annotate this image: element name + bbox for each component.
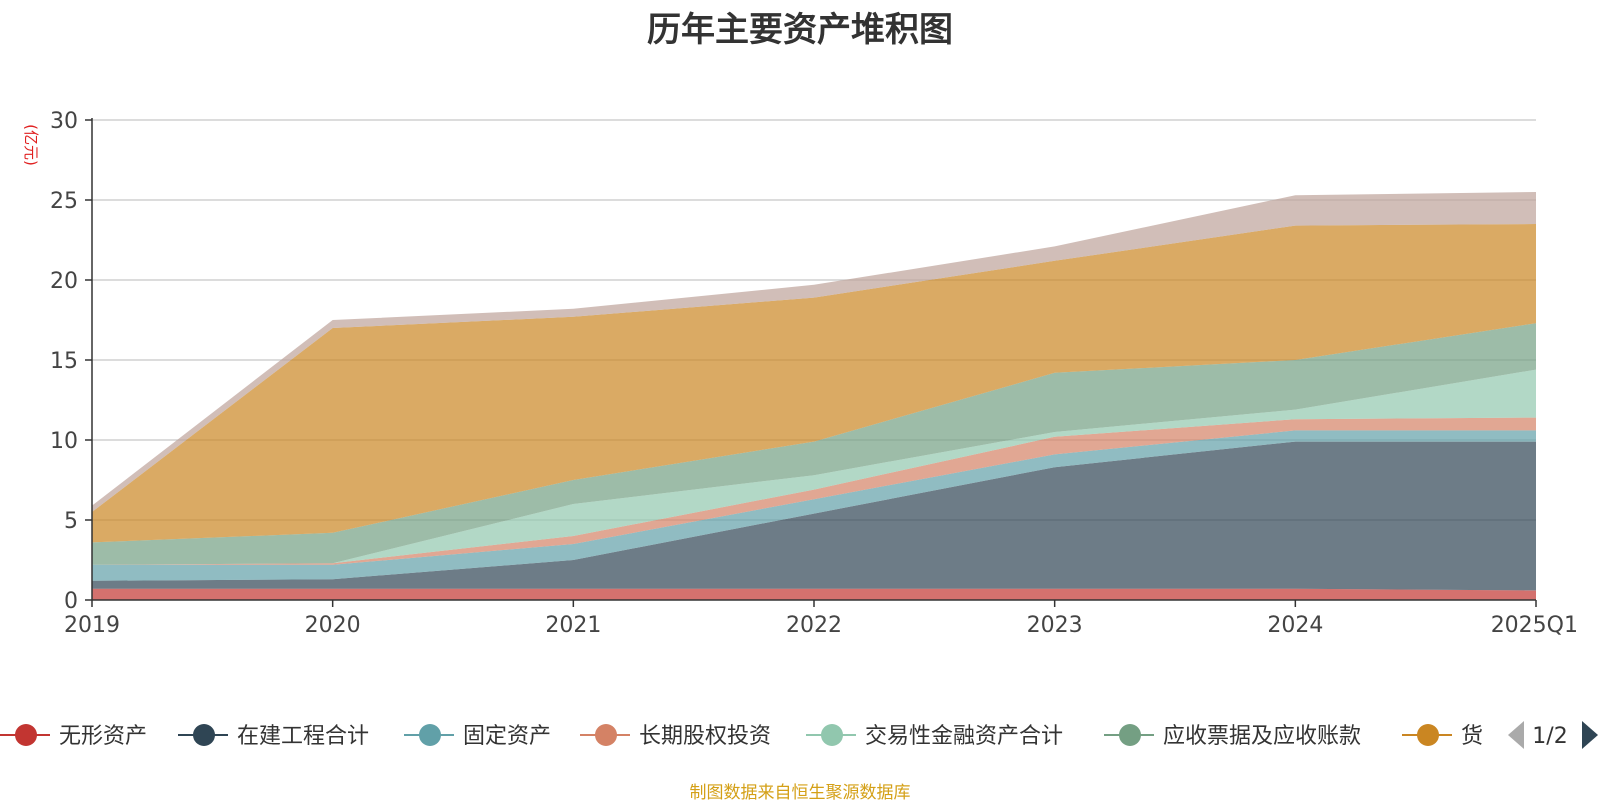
legend-marker [1417,724,1439,746]
x-tick-label: 2021 [545,613,601,638]
legend-label: 固定资产 [463,724,551,749]
y-tick-label: 15 [50,349,78,374]
area-series [92,417,1536,565]
source-note: 制图数据来自恒生聚源数据库 [689,783,911,803]
legend-label: 在建工程合计 [237,724,369,749]
area-series [92,192,1536,512]
area-series [92,323,1536,565]
y-tick-label: 20 [50,269,78,294]
x-tick-label: 2022 [786,613,842,638]
legend-marker [821,724,843,746]
legend-item[interactable]: 货 [1402,724,1483,749]
area-series-group [92,192,1536,600]
x-tick-label: 2023 [1027,613,1083,638]
legend-item[interactable]: 在建工程合计 [178,724,369,749]
legend-item[interactable]: 交易性金融资产合计 [806,724,1063,749]
x-tick-label: 2020 [305,613,361,638]
legend-marker [419,724,441,746]
legend: 无形资产 在建工程合计 固定资产 长期股权投资 交易性金融资产合计 应收票据及应收账款 货 1… [0,721,1598,749]
y-tick-label: 5 [64,509,78,534]
area-series [92,224,1536,543]
y-tick-label: 0 [64,589,78,614]
legend-marker [595,724,617,746]
y-tick-label: 25 [50,189,78,214]
y-tick-label: 10 [50,429,78,454]
legend-item[interactable]: 应收票据及应收账款 [1104,724,1361,749]
legend-marker [1119,724,1141,746]
legend-item[interactable]: 固定资产 [404,724,551,749]
legend-marker [15,724,37,746]
x-tick-label: 2025Q1 [1491,613,1578,638]
legend-label: 交易性金融资产合计 [865,724,1063,749]
chart-title: 历年主要资产堆积图 [647,10,953,50]
area-series [92,588,1536,600]
axes: 0 5 10 15 20 25 30 2019 2020 2021 2022 2023 2024 2025… [50,109,1578,638]
area-series [92,441,1536,591]
triangle-left-icon[interactable] [1508,721,1524,749]
legend-item[interactable]: 无形资产 [0,724,147,749]
legend-marker [193,724,215,746]
x-tick-label: 2024 [1267,613,1323,638]
legend-label: 长期股权投资 [639,724,771,749]
area-series [92,430,1536,581]
legend-label: 无形资产 [59,724,147,749]
legend-label: 应收票据及应收账款 [1163,724,1361,749]
y-axis-unit-label: (亿元) [22,124,40,166]
x-tick-label: 2019 [64,613,120,638]
legend-item[interactable]: 长期股权投资 [580,724,771,749]
legend-page-indicator: 1/2 [1532,724,1567,749]
y-tick-label: 30 [50,109,78,134]
legend-label: 货 [1461,724,1483,749]
triangle-right-icon[interactable] [1582,721,1598,749]
